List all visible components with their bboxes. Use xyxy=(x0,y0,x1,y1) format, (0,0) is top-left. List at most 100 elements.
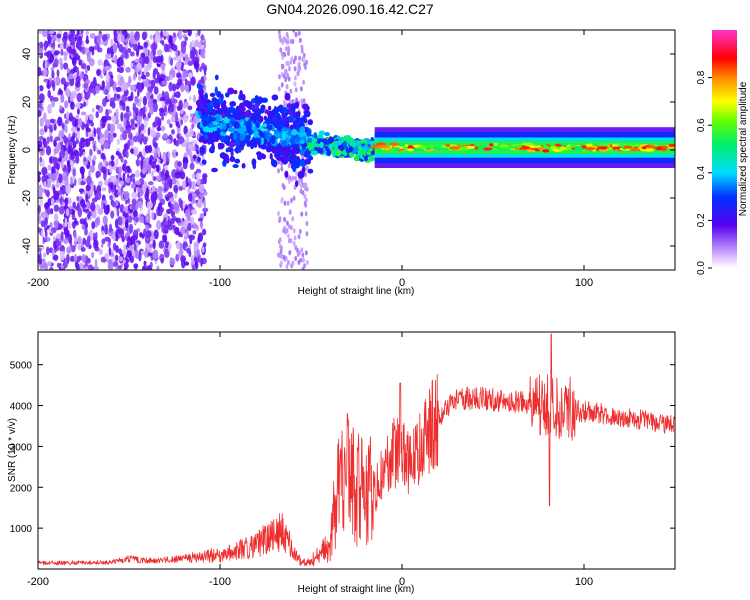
colorbar: 0.0 0.2 0.4 0.6 0.8 Normalized spectral ampl… xyxy=(696,30,749,275)
spectrogram-blob xyxy=(122,226,127,232)
spectrogram-blob xyxy=(132,43,138,51)
spectrogram-blob xyxy=(152,239,156,250)
spectrogram-blob xyxy=(269,153,273,160)
spectrogram-blob xyxy=(152,249,159,259)
spectrogram-blob xyxy=(257,153,263,161)
spectrogram-blob xyxy=(41,166,48,176)
spectrogram-blob xyxy=(195,32,199,38)
spectrogram-blob xyxy=(292,59,296,65)
spectrogram-blob xyxy=(97,59,103,66)
spectrogram-blob xyxy=(72,168,76,178)
spectrogram-blob xyxy=(189,113,194,118)
spectrogram-blob xyxy=(126,215,133,223)
spectrogram-blob xyxy=(43,141,48,148)
spectrogram-blob xyxy=(118,66,124,74)
spectrogram-blob xyxy=(280,142,287,147)
spectrogram-blob xyxy=(171,44,178,52)
snr-series-line xyxy=(38,333,675,567)
spectrogram-blob xyxy=(58,89,64,96)
spectrogram-blob xyxy=(39,198,44,207)
spectrogram-blob xyxy=(105,200,108,206)
spectrogram-blob xyxy=(304,110,311,118)
spectrogram-blob xyxy=(50,227,57,233)
spectrogram-peak xyxy=(641,146,648,150)
spectrogram-blob xyxy=(178,242,183,250)
spectrogram-blob xyxy=(66,246,72,254)
spectrogram-blob xyxy=(277,159,281,165)
spectrogram-blob xyxy=(178,30,183,41)
spectrogram-blob xyxy=(77,42,81,49)
spectrogram-blob xyxy=(129,35,136,44)
spectrogram-blob xyxy=(209,117,217,122)
spectrogram-blob xyxy=(201,53,206,59)
spectrogram-blob xyxy=(46,136,50,144)
spectrogram-blob xyxy=(111,115,117,123)
spectrogram-blob xyxy=(85,98,89,107)
spectrogram-peak xyxy=(554,143,562,147)
spectrogram-blob xyxy=(211,167,218,173)
spectrogram-blob xyxy=(118,152,122,160)
spectrogram-blob xyxy=(169,103,175,113)
spectrogram-blob xyxy=(157,147,161,158)
spectrogram-blob xyxy=(326,149,332,157)
spectrogram-blob xyxy=(275,148,279,153)
spectrogram-blob xyxy=(169,74,174,80)
spectrogram-blob xyxy=(47,90,51,99)
spectrogram-blob xyxy=(294,87,298,93)
spectrogram-blob xyxy=(187,127,194,137)
spectrogram-blob xyxy=(167,201,172,208)
spectrogram-blob xyxy=(279,47,283,53)
spectrogram-peak xyxy=(520,146,531,150)
spectrogram-blob xyxy=(146,63,153,69)
spectrogram-blob xyxy=(288,98,292,104)
spectrogram-blob xyxy=(233,133,237,141)
spectrogram-blob xyxy=(69,95,74,103)
spectrogram-blob xyxy=(144,78,150,88)
spectrogram-blob xyxy=(203,177,207,185)
spectrogram-blob xyxy=(111,175,117,182)
spectrogram-blob xyxy=(294,256,298,262)
spectrogram-blob xyxy=(176,241,180,250)
spectrogram-blob xyxy=(203,199,206,209)
spectrogram-blob xyxy=(291,216,295,222)
spectrogram-blob xyxy=(116,138,121,146)
spectrogram-blob xyxy=(288,129,292,137)
spectrogram-blob xyxy=(160,74,166,79)
spectrogram-blob xyxy=(115,166,120,174)
spectrogram-blob xyxy=(209,92,216,97)
spectrogram-blob xyxy=(178,136,185,145)
spectrogram-blob xyxy=(123,244,127,252)
spectrogram-blob xyxy=(297,171,305,179)
spectrogram-blob xyxy=(111,252,114,257)
spectrogram-blob xyxy=(169,217,175,225)
spectrogram-blob xyxy=(182,30,188,33)
spectrogram-blob xyxy=(173,201,179,212)
spectrogram-blob xyxy=(114,189,120,198)
spectrogram-blob xyxy=(153,142,158,149)
spectrogram-blob xyxy=(342,140,347,148)
spectrogram-blob xyxy=(256,108,262,117)
spectrogram-blob xyxy=(183,152,188,158)
spectrogram-blob xyxy=(96,127,101,135)
spectrogram-blob xyxy=(100,86,105,91)
spectrogram-blob xyxy=(127,139,131,148)
spectrogram-blob xyxy=(161,90,165,97)
spectrogram-blob xyxy=(119,57,124,67)
spectrogram-blob xyxy=(43,112,47,122)
spectrogram-blob xyxy=(318,130,325,136)
spectrogram-blob xyxy=(282,185,286,190)
spectrogram-blob xyxy=(84,208,90,213)
spectrogram-peak xyxy=(634,143,640,147)
spectrogram-blob xyxy=(42,68,48,77)
spectrogram-blob xyxy=(72,149,79,157)
spectrogram-peak xyxy=(573,147,584,151)
spectrogram-blob xyxy=(162,154,166,163)
spectrogram-blob xyxy=(288,175,291,181)
spectrogram-blob xyxy=(152,102,158,113)
spectrogram-blob xyxy=(207,105,214,112)
spectrogram-blob xyxy=(64,100,69,109)
spectrogram-blob xyxy=(102,215,108,225)
spectrogram-blob xyxy=(52,156,59,164)
spectrogram-blob xyxy=(141,250,145,255)
spectrogram-blob xyxy=(76,92,83,103)
